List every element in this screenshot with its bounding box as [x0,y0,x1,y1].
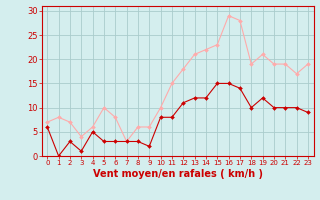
X-axis label: Vent moyen/en rafales ( km/h ): Vent moyen/en rafales ( km/h ) [92,169,263,179]
